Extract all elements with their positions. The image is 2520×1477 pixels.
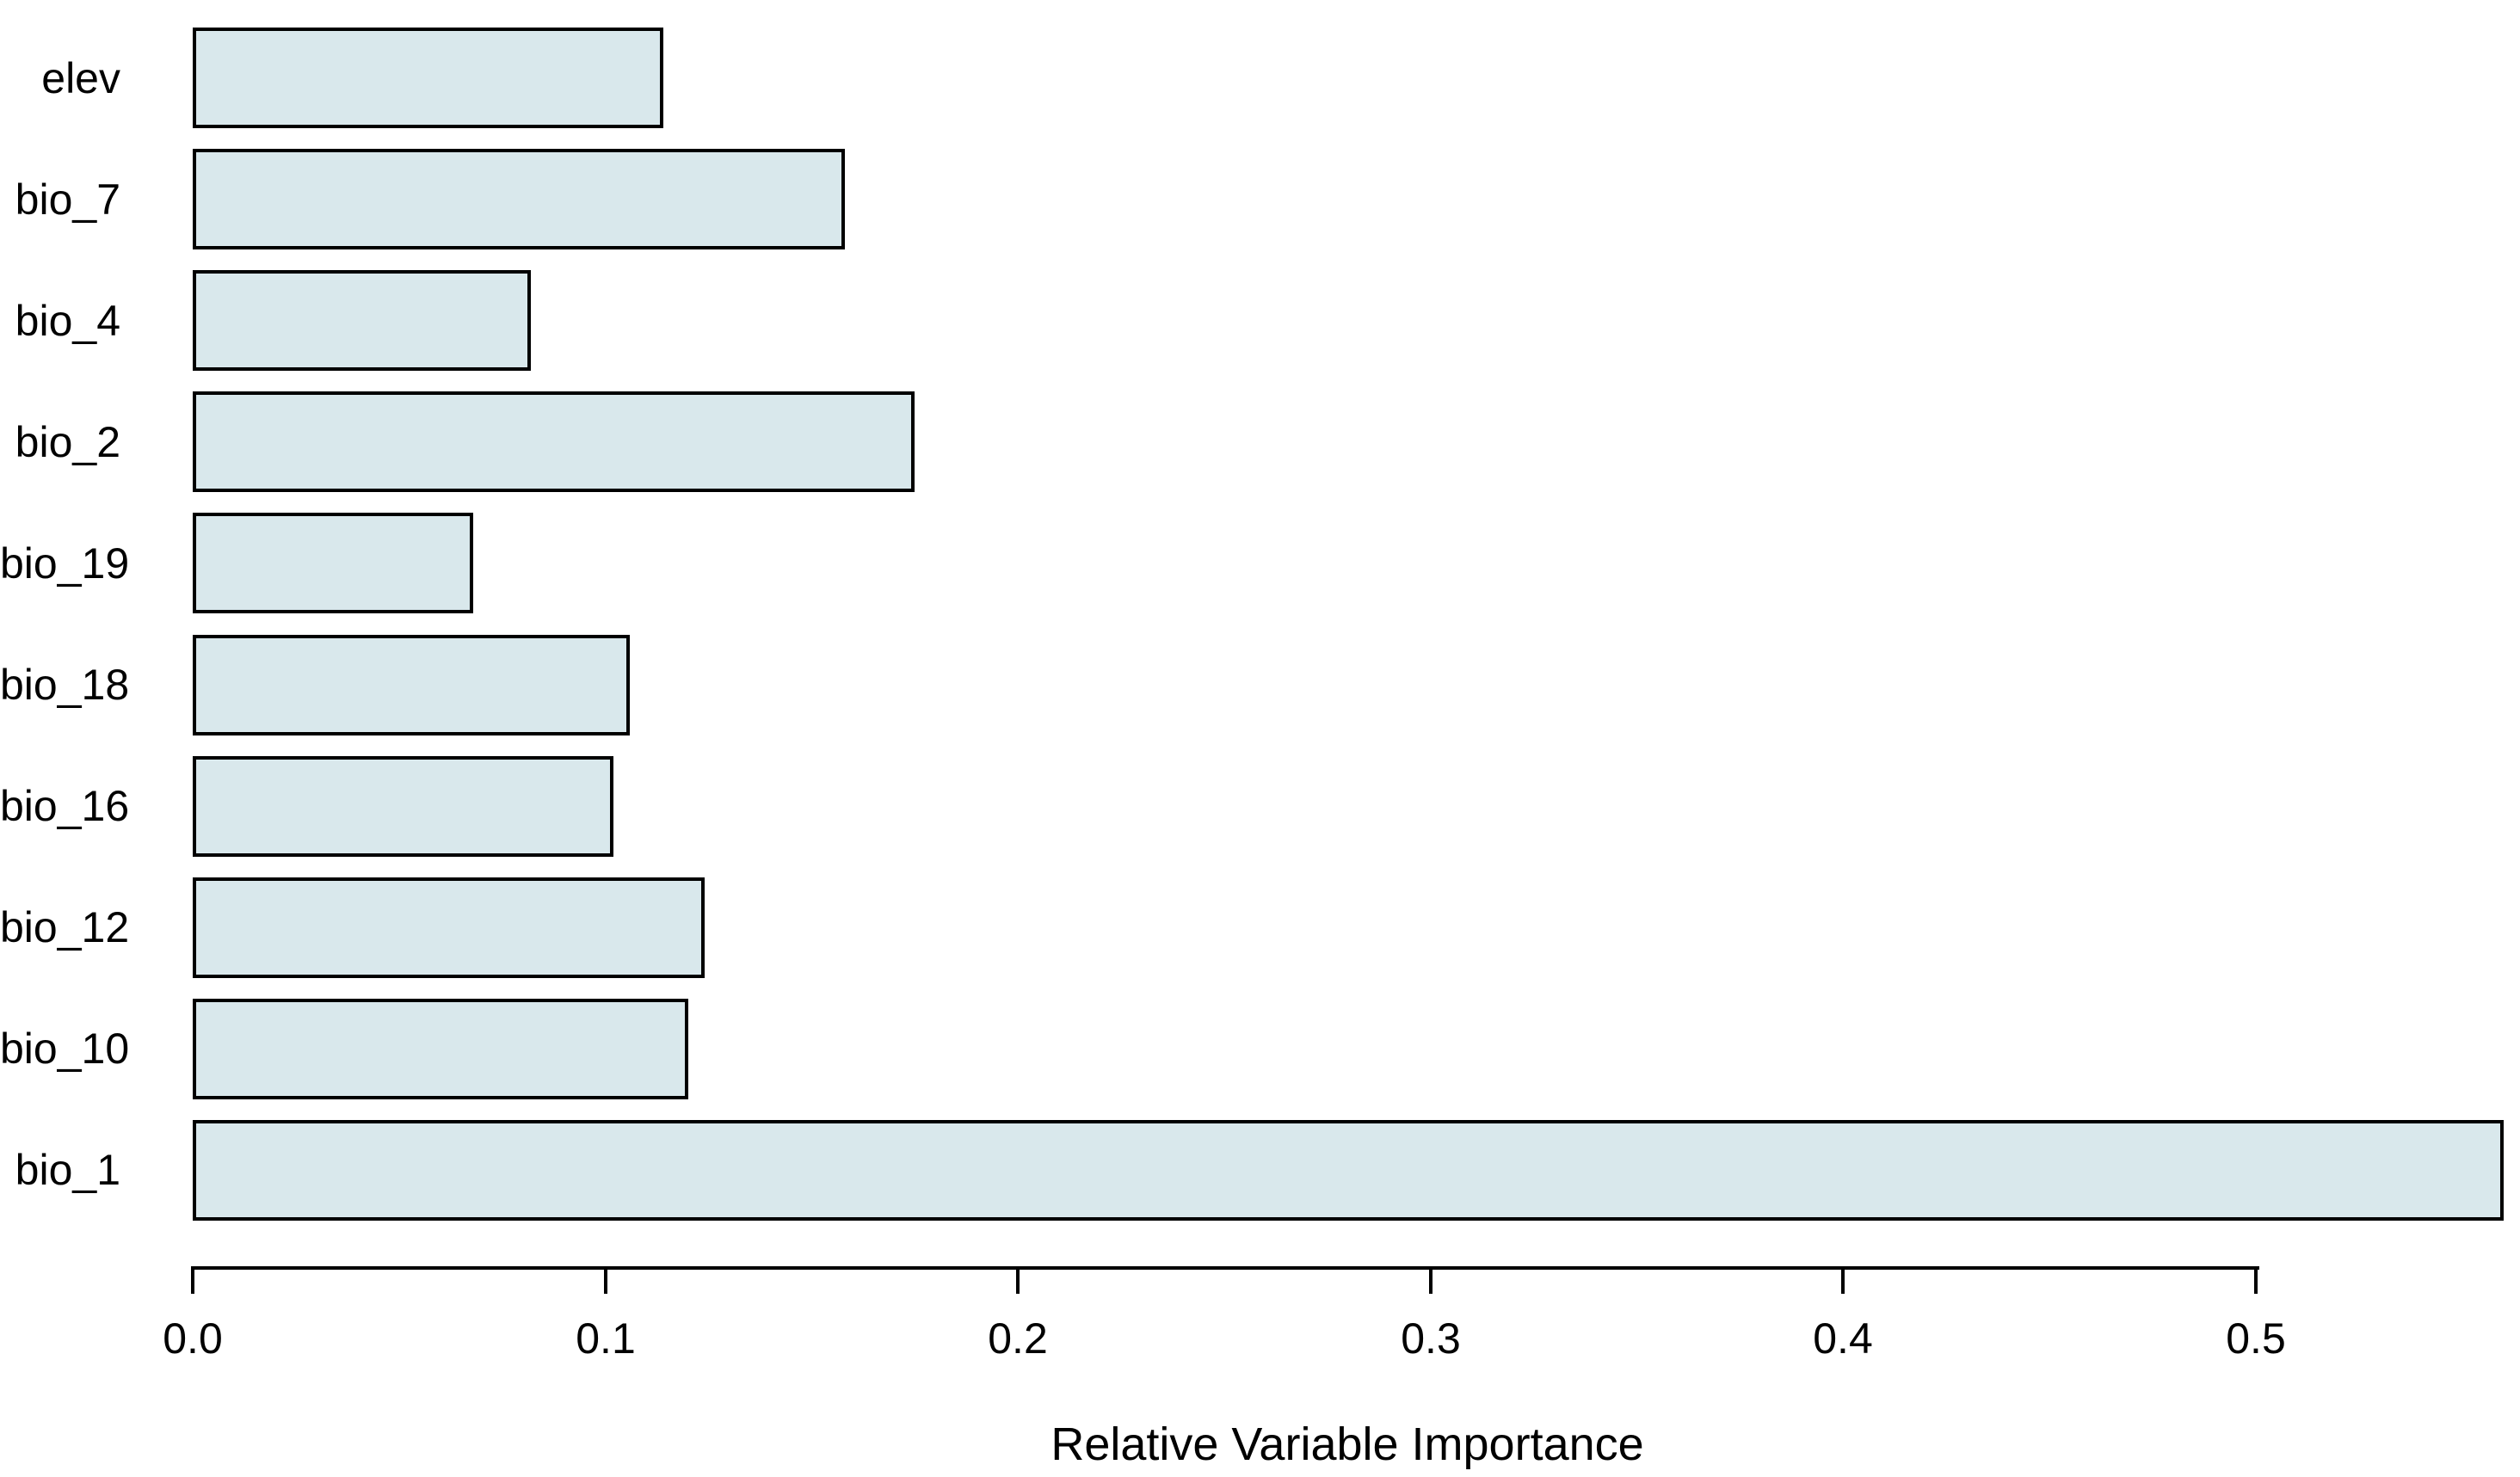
category-label-bio_4: bio_4 (15, 297, 120, 345)
category-label-bio_19: bio_19 (0, 539, 130, 588)
bar-bio_10 (193, 999, 688, 1099)
category-label-bio_18: bio_18 (0, 661, 130, 709)
category-label-bio_1: bio_1 (15, 1146, 120, 1194)
x-axis-tick-0.5 (2254, 1266, 2258, 1294)
x-axis-tick-0.4 (1841, 1266, 1845, 1294)
bar-bio_19 (193, 513, 473, 613)
x-axis-tick-0.0 (191, 1266, 194, 1294)
category-label-bio_16: bio_16 (0, 782, 130, 830)
bar-elev (193, 28, 663, 128)
bar-bio_7 (193, 149, 845, 249)
x-axis-tick-label-0.4: 0.4 (1813, 1314, 1873, 1363)
category-label-elev: elev (41, 54, 120, 102)
bar-bio_4 (193, 270, 531, 371)
category-label-bio_10: bio_10 (0, 1025, 130, 1073)
x-axis-title: Relative Variable Importance (1051, 1419, 1644, 1470)
category-label-bio_7: bio_7 (15, 175, 120, 224)
bar-bio_2 (193, 391, 915, 492)
x-axis-tick-0.3 (1429, 1266, 1433, 1294)
category-label-bio_2: bio_2 (15, 418, 120, 466)
x-axis-line (193, 1266, 2259, 1270)
x-axis-tick-0.1 (604, 1266, 607, 1294)
x-axis-tick-0.2 (1016, 1266, 1020, 1294)
bar-bio_16 (193, 756, 613, 857)
x-axis-tick-label-0.5: 0.5 (2226, 1314, 2286, 1363)
x-axis-tick-label-0.2: 0.2 (988, 1314, 1048, 1363)
bar-bio_1 (193, 1120, 2504, 1221)
x-axis-tick-label-0.0: 0.0 (163, 1314, 223, 1363)
x-axis-tick-label-0.3: 0.3 (1401, 1314, 1461, 1363)
x-axis-tick-label-0.1: 0.1 (576, 1314, 636, 1363)
bar-bio_18 (193, 635, 630, 735)
bar-bio_12 (193, 877, 705, 978)
category-label-bio_12: bio_12 (0, 903, 130, 951)
